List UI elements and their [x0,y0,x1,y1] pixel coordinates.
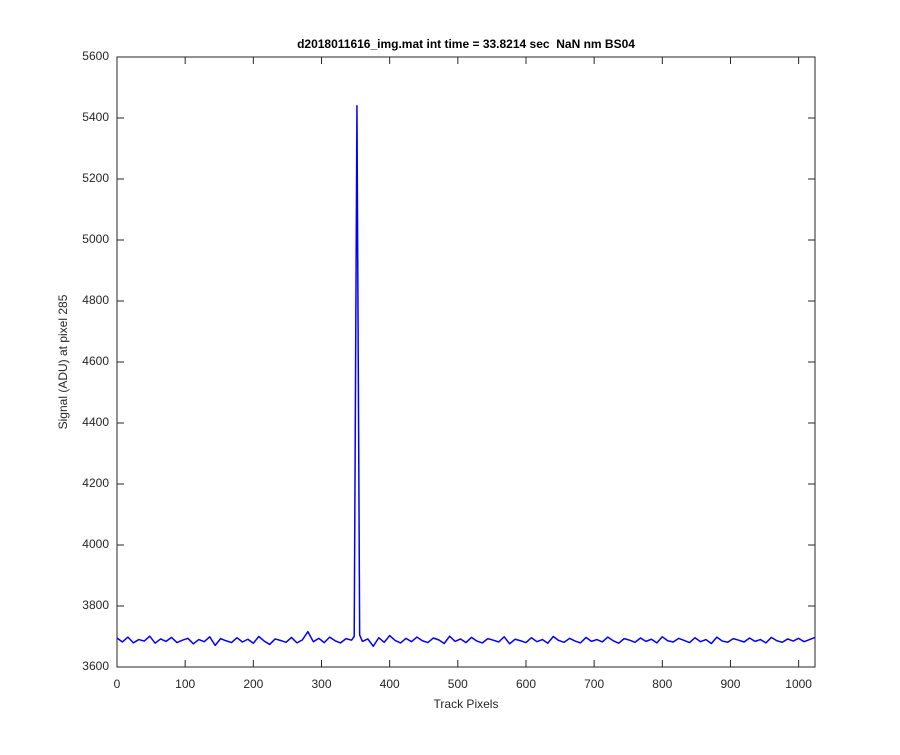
y-tick-label: 4600 [82,354,109,368]
y-tick-label: 4000 [82,537,109,551]
y-tick-label: 4400 [82,415,109,429]
y-tick-label: 5200 [82,171,109,185]
x-tick-label: 0 [114,677,121,691]
x-tick-label: 200 [243,677,263,691]
y-axis-label: Signal (ADU) at pixel 285 [56,294,70,429]
x-tick-label: 600 [516,677,536,691]
y-tick-label: 5400 [82,110,109,124]
chart-title: d2018011616_img.mat int time = 33.8214 s… [297,37,635,51]
x-tick-label: 100 [175,677,195,691]
y-tick-label: 4200 [82,476,109,490]
y-tick-label: 5000 [82,232,109,246]
y-tick-label: 5600 [82,49,109,63]
x-tick-label: 500 [448,677,468,691]
y-tick-label: 4800 [82,293,109,307]
x-tick-label: 1000 [785,677,812,691]
x-tick-label: 300 [311,677,331,691]
x-tick-label: 400 [380,677,400,691]
x-axis-label: Track Pixels [434,697,499,711]
x-tick-label: 800 [652,677,672,691]
y-tick-label: 3800 [82,598,109,612]
data-line [116,105,816,648]
y-tick-label: 3600 [82,659,109,673]
x-tick-label: 900 [720,677,740,691]
x-tick-label: 700 [584,677,604,691]
